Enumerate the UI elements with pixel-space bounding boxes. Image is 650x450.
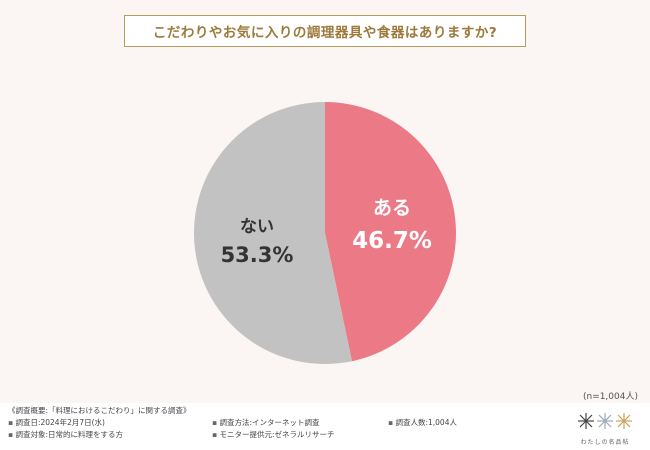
bullet-icon <box>388 418 395 427</box>
pie-slice-aru <box>325 102 456 362</box>
pie-slice-nai <box>193 102 352 364</box>
slice-label-aru: ある <box>373 197 411 219</box>
slice-value-nai: 53.3% <box>221 243 294 267</box>
survey-method-text: 調査方法:インターネット調査 <box>219 418 320 427</box>
survey-heading: 《調査概要:「料理におけるこだわり」に関する調査》 <box>8 406 191 415</box>
survey-target: 調査対象:日常的に料理をする方 <box>8 429 123 440</box>
survey-count-text: 調査人数:1,004人 <box>395 418 457 427</box>
survey-target-text: 調査対象:日常的に料理をする方 <box>15 430 123 439</box>
bullet-icon <box>212 418 219 427</box>
survey-method: 調査方法:インターネット調査 <box>212 417 320 428</box>
flower-icon <box>578 413 632 429</box>
slice-label-nai: ない <box>240 217 274 237</box>
bullet-icon <box>212 430 219 439</box>
survey-date: 調査日:2024年2月7日(水) <box>8 417 105 428</box>
bullet-icon <box>8 430 15 439</box>
chart-title: こだわりやお気に入りの調理器具や食器はありますか? <box>124 15 526 47</box>
survey-provider: モニター提供元:ゼネラルリサーチ <box>212 429 335 440</box>
sample-size-label: (n=1,004人) <box>582 392 638 402</box>
slice-value-aru: 46.7% <box>352 228 432 254</box>
survey-provider-text: モニター提供元:ゼネラルリサーチ <box>219 430 335 439</box>
logo-text: わたしの名品帖 <box>580 439 630 446</box>
bullet-icon <box>8 418 15 427</box>
survey-date-text: 調査日:2024年2月7日(水) <box>15 418 105 427</box>
brand-logo: わたしの名品帖 <box>574 409 636 447</box>
survey-footer: 《調査概要:「料理におけるこだわり」に関する調査》 調査日:2024年2月7日(… <box>0 403 650 450</box>
survey-count: 調査人数:1,004人 <box>388 417 457 428</box>
